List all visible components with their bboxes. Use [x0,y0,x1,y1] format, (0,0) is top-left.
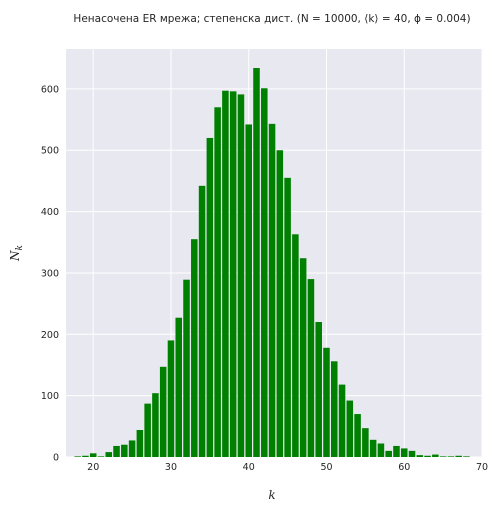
histogram-bar [439,456,447,457]
histogram-bar [416,455,424,457]
histogram-bar [400,448,408,457]
histogram-bar [307,279,315,457]
x-tick-label: 70 [476,462,488,473]
x-axis-ticks: 20 30 40 50 60 70 [87,462,488,473]
histogram-bar [377,443,385,457]
histogram-bar [315,322,322,457]
histogram-bar [152,393,159,457]
histogram-bar [198,185,206,457]
chart-title: Ненасочена ER мрежа; степенска дист. (N … [73,13,470,25]
histogram-bar [292,234,299,457]
histogram-bar [237,94,245,458]
histogram-bar [175,317,183,457]
y-axis-ticks: 0 100 200 300 400 500 600 [41,84,59,463]
histogram-bar [159,366,167,457]
histogram-bar [432,454,439,457]
histogram-bar [455,455,462,457]
histogram-bar [338,384,346,457]
x-tick-label: 40 [243,462,255,473]
histogram-bar [191,239,198,457]
histogram-bar [74,456,81,457]
histogram-bar [323,347,330,457]
histogram-bar [253,68,260,458]
histogram-bar [299,258,307,457]
y-tick-label: 0 [53,453,59,464]
histogram-bar [128,440,136,457]
bars [74,68,470,458]
x-tick-label: 30 [165,462,177,473]
histogram-bar [369,439,377,457]
histogram-bar [393,445,400,457]
histogram-bar [113,445,120,457]
x-tick-label: 60 [398,462,410,473]
y-tick-label: 500 [41,146,59,157]
y-tick-label: 400 [41,207,59,218]
histogram-bar [89,453,97,457]
histogram-bar [330,361,338,457]
histogram-bar [206,137,214,457]
x-tick-label: 50 [320,462,332,473]
histogram-bar [82,455,89,457]
histogram-bar [222,90,229,457]
histogram-bar [385,450,392,457]
histogram-bar [144,403,151,457]
histogram-bar [97,456,105,457]
histogram-bar [183,279,190,457]
histogram-bar [284,177,291,457]
histogram-bar [408,450,416,457]
histogram-bar [362,428,369,457]
histogram-bar [424,455,431,457]
y-tick-label: 100 [41,391,59,402]
x-axis-label: k [268,488,275,502]
histogram-bar [447,456,455,457]
histogram-bar [105,452,113,457]
y-tick-label: 300 [41,268,59,279]
histogram-bar [121,444,128,457]
x-tick-label: 20 [87,462,99,473]
y-tick-label: 200 [41,330,59,341]
histogram-bar [354,414,361,457]
histogram-bar [136,430,144,457]
histogram-bar [261,88,268,457]
y-axis-label: Nk [8,245,25,262]
histogram-bar [229,91,237,457]
histogram-bar [276,150,284,457]
histogram-bar [268,123,276,457]
histogram-bar [346,400,354,457]
histogram-bar [463,456,470,457]
histogram-bar [245,124,252,457]
histogram-bar [167,340,175,457]
y-tick-label: 600 [41,84,59,95]
histogram-bar [214,107,221,458]
